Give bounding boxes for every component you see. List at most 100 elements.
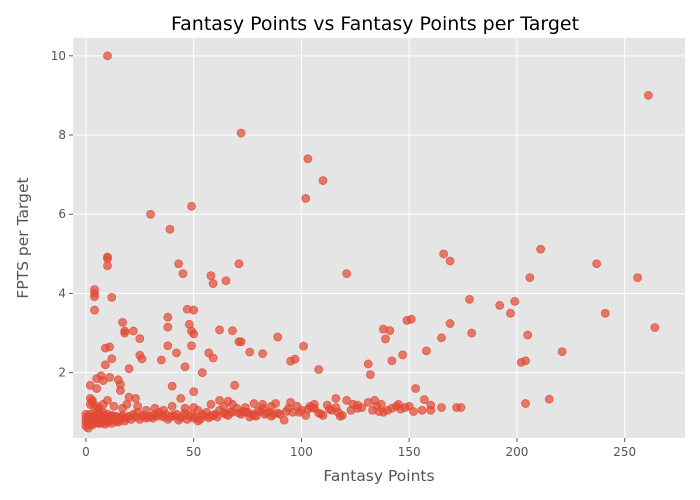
data-point [107,354,117,364]
data-point [331,403,341,412]
data-point [118,317,127,327]
data-point [100,360,110,370]
data-point [122,399,132,409]
data-point [426,405,436,415]
data-point [643,91,653,100]
data-point [128,326,138,336]
data-point [116,386,125,395]
data-point [523,330,533,340]
data-point [381,334,390,344]
data-point [633,273,642,283]
data-point [385,326,395,336]
data-point [284,403,293,413]
plot-area [73,38,685,438]
y-axis-label: FPTS per Target [14,177,32,298]
data-point [156,355,166,365]
data-point [236,337,246,347]
data-point [437,403,446,412]
data-point [510,296,520,306]
data-point [650,323,660,332]
data-point [378,407,388,417]
x-tick-label: 250 [613,445,636,459]
y-tick-label: 2 [58,366,66,380]
data-point [135,334,145,343]
data-point [225,407,235,417]
data-point [258,403,268,413]
data-point [180,403,190,413]
data-point [372,401,382,411]
data-point [273,408,283,418]
data-point [193,405,203,415]
data-point [353,400,362,410]
data-point [346,405,356,415]
data-point [215,325,224,335]
data-point [437,333,446,343]
y-tick-label: 8 [58,128,66,142]
data-point [163,322,173,332]
data-point [167,401,177,411]
data-point [301,193,311,203]
data-point [536,244,546,254]
data-point [279,415,289,425]
data-point [273,332,283,342]
data-point [303,154,313,164]
data-point [318,176,328,185]
data-point [387,403,397,413]
data-point [206,399,216,409]
data-point [465,294,474,304]
data-point [456,403,466,412]
data-point [206,271,216,281]
data-point [387,356,397,366]
data-point [90,292,99,302]
grid [73,38,685,438]
x-axis-label: Fantasy Points [323,467,434,485]
data-point [221,276,231,286]
data-point [419,395,429,404]
data-point [342,269,352,279]
data-point [439,249,449,259]
data-point [417,405,427,415]
data-point [174,259,183,269]
data-point [409,407,418,416]
data-point [521,356,530,366]
data-point [236,128,246,138]
data-point [495,300,505,310]
data-point [141,405,151,415]
data-point [219,401,229,411]
data-point [393,399,403,409]
data-point [245,347,255,357]
x-tick-label: 200 [505,445,528,459]
data-point [212,412,222,422]
data-point [228,326,237,336]
data-point [189,305,199,315]
data-point [521,399,530,408]
data-point [363,359,373,369]
y-tick-label: 4 [58,286,66,300]
data-point [197,368,207,378]
data-point [133,401,143,411]
data-point [208,353,218,363]
data-point [215,395,224,405]
data-point [107,293,117,302]
data-point [331,393,341,403]
data-point [178,269,188,279]
data-point [600,308,610,318]
x-tick-label: 100 [290,445,313,459]
data-point [411,384,421,393]
data-point [240,403,250,412]
data-point [445,256,455,266]
x-axis-ticks: 0 50 100 150 200 250 [82,438,636,459]
y-tick-label: 10 [51,49,66,63]
data-point [172,348,181,358]
data-point [525,273,535,283]
data-point [228,399,237,409]
data-point [314,365,324,374]
data-point [180,362,190,372]
data-points [81,51,660,433]
data-point [187,201,196,211]
data-point [363,397,373,407]
data-point [150,403,160,413]
data-point [146,209,155,219]
data-point [187,341,196,351]
data-point [165,224,175,234]
